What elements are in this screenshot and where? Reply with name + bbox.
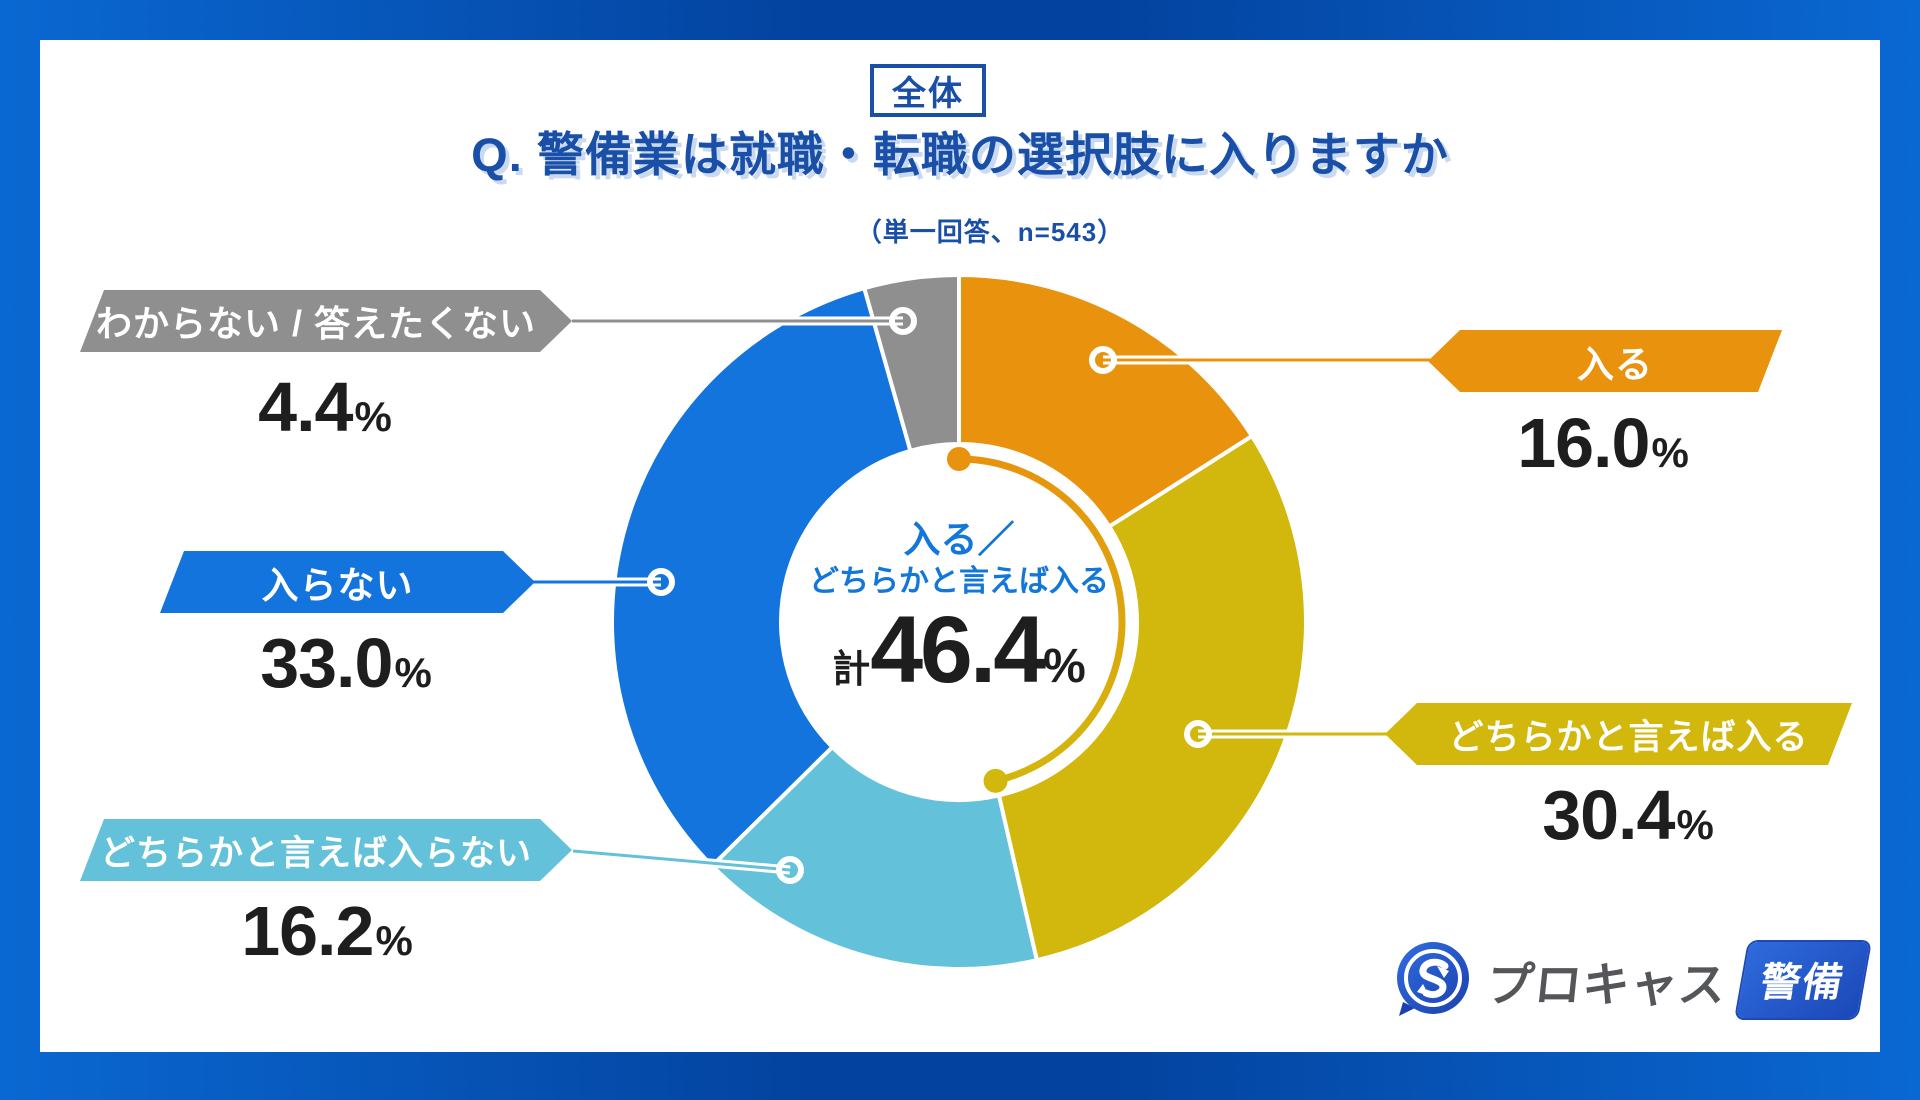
center-label-line2: どちらかと言えば入る [809,565,1109,598]
s-speech-bubble-icon [1397,942,1469,1016]
segment-label: 入る [1577,344,1653,385]
donut-center-label: 入る／ どちらかと言えば入る 計46.4% [709,521,1209,698]
label-ribbon-rather-yes: どちらかと言えば入る [1385,703,1852,765]
marker-blue-slice [647,568,675,596]
question-title: Q. 警備業は就職・転職の選択肢に入りますか [471,128,1449,181]
marker-orange-slice [1089,346,1117,374]
segment-value-rather-yes: 30.4% [1542,776,1714,854]
label-ribbon-yes: 入る [1428,330,1782,392]
survey-note: （単一回答、n=543） [855,217,1125,247]
scope-tag: 全体 [870,64,986,117]
donut-segment [996,433,1308,963]
marker-lightblue-slice [776,856,804,884]
donut-segment [957,272,1255,530]
brand-badge: 警備 [1736,942,1870,1018]
scope-tag-label: 全体 [892,75,964,113]
label-ribbon-rather-no: どちらかと言えば入らない [80,819,572,881]
donut-slices [610,272,1308,971]
brand-logo: プロキャス 警備 [1393,940,1870,1020]
donut-segment [610,285,913,869]
segment-value-rather-no: 16.2% [241,892,413,970]
total-indicator-arc [947,447,1126,793]
segment-label: わからない / 答えたくない [95,303,536,344]
callout-lines [533,307,1430,884]
center-label-line1: 入る／ [903,519,1015,560]
segment-value-unknown: 4.4% [258,368,392,446]
label-ribbon-unknown: わからない / 答えたくない [80,290,572,352]
brand-name: プロキャス [1483,957,1730,1011]
segment-label: 入らない [261,565,414,606]
segment-label: どちらかと言えば入る [1448,717,1809,757]
label-ribbon-no: 入らない [160,551,535,613]
segment-label: どちらかと言えば入らない [99,833,532,873]
marker-gray-slice [889,307,917,335]
segment-value-yes: 16.0% [1517,404,1689,482]
marker-yellow-slice [1184,720,1212,748]
donut-segment [709,744,1040,971]
segment-value-no: 33.0% [260,624,432,702]
center-total: 計46.4% [832,597,1086,703]
